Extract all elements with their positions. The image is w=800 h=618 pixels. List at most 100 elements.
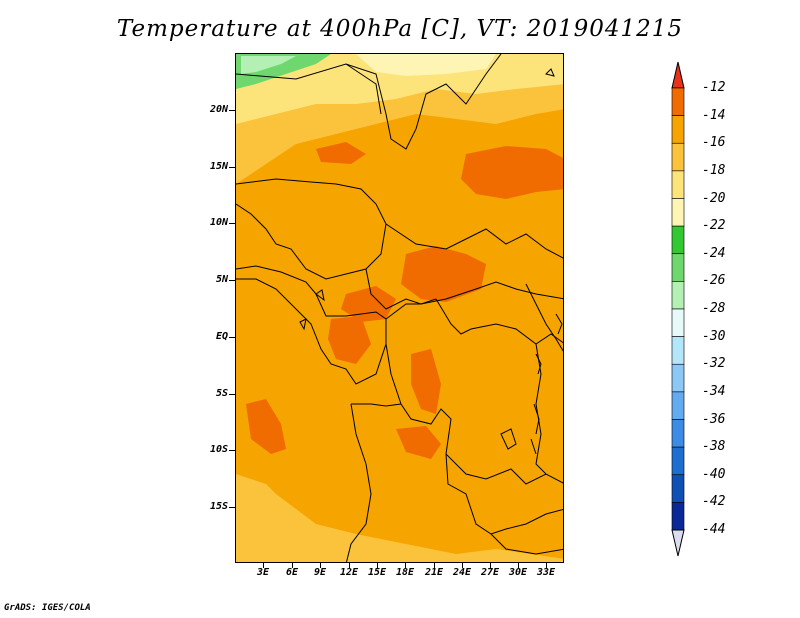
- lat-tick: [229, 507, 235, 508]
- colorbar-label: -38: [702, 439, 726, 455]
- lon-label: 15E: [367, 567, 387, 578]
- border-line: [351, 403, 402, 407]
- colorbar-label: -36: [702, 411, 726, 427]
- lake-line: [555, 313, 563, 335]
- lat-tick: [229, 450, 235, 451]
- lon-tick: [349, 563, 350, 568]
- border-line: [365, 268, 563, 310]
- colorbar-label: -14: [702, 107, 726, 123]
- map-title: Temperature at 400hPa [C], VT: 201904121…: [116, 16, 684, 42]
- field-band-18-16-sw: [236, 474, 344, 562]
- lon-tick: [546, 563, 547, 568]
- lat-label: 5S: [215, 388, 228, 399]
- lon-tick: [320, 563, 321, 568]
- colorbar-swatch: [671, 446, 685, 476]
- border-line: [345, 403, 372, 562]
- lon-tick: [518, 563, 519, 568]
- field-band-14-12-drc: [411, 349, 441, 414]
- lat-tick: [229, 280, 235, 281]
- lon-label: 12E: [339, 567, 359, 578]
- lat-label: 10N: [209, 217, 228, 228]
- lat-tick: [229, 167, 235, 168]
- lon-label: 21E: [424, 567, 444, 578]
- colorbar-bottom-cap: [671, 529, 685, 557]
- colorbar-label: -24: [702, 245, 726, 261]
- border-line: [525, 283, 563, 352]
- lon-tick: [292, 563, 293, 568]
- lon-tick: [377, 563, 378, 568]
- temperature-field-map: [236, 54, 563, 562]
- colorbar-label: -40: [702, 466, 726, 482]
- border-line: [490, 533, 563, 555]
- colorbar-label: -20: [702, 190, 726, 206]
- colorbar-label: -16: [702, 135, 726, 151]
- colorbar-top-cap: [671, 61, 685, 89]
- colorbar-swatch: [671, 419, 685, 448]
- colorbar-swatch: [671, 87, 685, 116]
- lat-label: 20N: [209, 104, 228, 115]
- lon-label: 24E: [452, 567, 472, 578]
- colorbar-swatch: [671, 281, 685, 310]
- lon-tick: [405, 563, 406, 568]
- lon-label: 27E: [480, 567, 500, 578]
- lon-tick: [462, 563, 463, 568]
- lake-line: [530, 353, 542, 455]
- lon-label: 33E: [536, 567, 556, 578]
- colorbar-label: -32: [702, 356, 726, 372]
- colorbar-swatch: [671, 142, 685, 172]
- colorbar-label: -30: [702, 328, 726, 344]
- island-line: [545, 68, 555, 77]
- lon-tick: [434, 563, 435, 568]
- border-line: [435, 298, 563, 345]
- lon-label: 6E: [285, 567, 299, 578]
- lat-tick: [229, 394, 235, 395]
- field-band-14-12-centre: [401, 246, 486, 302]
- field-band-20-18-north: [236, 54, 563, 124]
- map-panel: [235, 53, 564, 563]
- lon-label: 3E: [256, 567, 270, 578]
- lat-label: 15S: [209, 501, 228, 512]
- lon-tick: [263, 563, 264, 568]
- colorbar-swatch: [671, 170, 685, 199]
- lat-label: 5N: [215, 274, 228, 285]
- field-band-28-26: [241, 56, 296, 74]
- colorbar-label: -34: [702, 383, 726, 399]
- colorbar-swatch: [671, 198, 685, 227]
- lon-tick: [490, 563, 491, 568]
- lon-label: 18E: [395, 567, 415, 578]
- lat-tick: [229, 337, 235, 338]
- colorbar-label: -44: [702, 522, 726, 537]
- field-band-22-20-north: [356, 54, 496, 76]
- island-line: [299, 318, 307, 331]
- lake-line: [500, 428, 517, 450]
- colorbar-swatch: [671, 502, 685, 531]
- colorbar-label: -28: [702, 301, 726, 316]
- border-line: [385, 298, 437, 320]
- border-line: [385, 343, 563, 485]
- colorbar-swatch: [671, 336, 685, 365]
- colorbar-label: -18: [702, 162, 726, 178]
- field-band-14-12-angola: [396, 426, 441, 459]
- colorbar-swatch: [671, 391, 685, 420]
- colorbar-swatch: [671, 115, 685, 144]
- border-line: [345, 63, 382, 115]
- field-band-14-12-north: [316, 142, 366, 164]
- colorbar-label: -26: [702, 273, 726, 289]
- country-borders: [236, 54, 563, 562]
- field-band-14-12-east: [461, 146, 563, 199]
- lat-label: 10S: [209, 444, 228, 455]
- colorbar-label: -22: [702, 218, 726, 234]
- border-line: [236, 265, 387, 385]
- colorbar-swatch: [671, 225, 685, 255]
- island-line: [315, 289, 325, 302]
- colorbar-swatch: [671, 474, 685, 503]
- colorbar-label: -12: [702, 80, 726, 95]
- colorbar-boxes: [671, 87, 685, 531]
- border-line: [385, 223, 563, 259]
- lon-label: 30E: [508, 567, 528, 578]
- footer-credit: GrADS: IGES/COLA: [4, 603, 91, 613]
- lat-label: 15N: [209, 161, 228, 172]
- field-band-14-12-west: [341, 286, 396, 322]
- lat-tick: [229, 110, 235, 111]
